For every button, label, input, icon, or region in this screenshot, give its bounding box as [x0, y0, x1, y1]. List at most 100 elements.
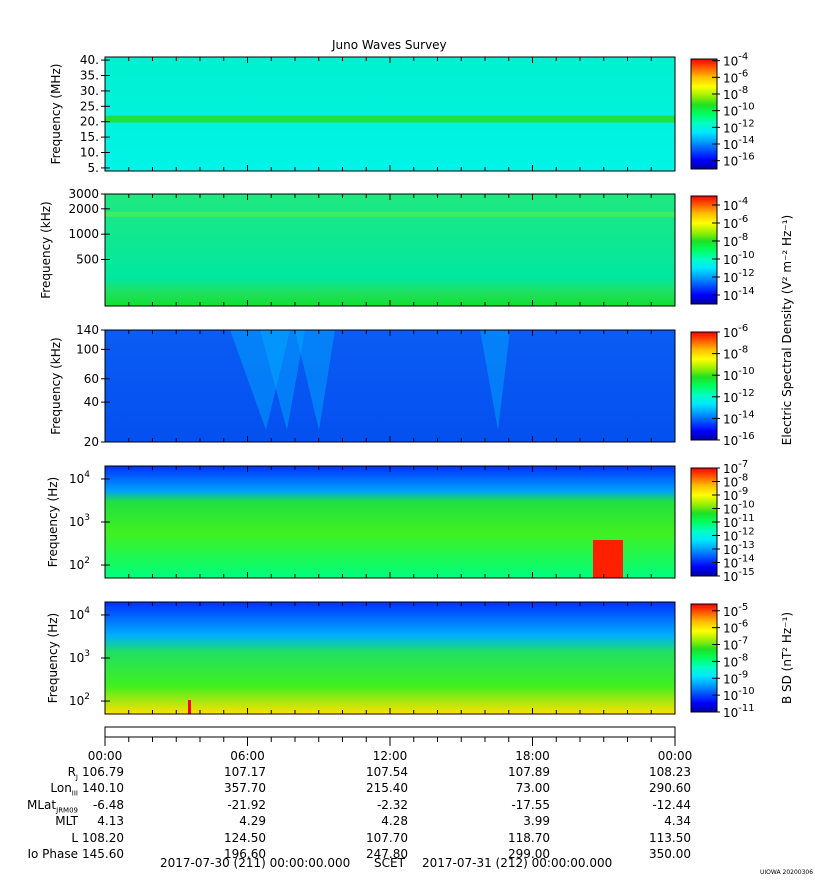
ephemeris-value: 357.70 [224, 781, 266, 796]
ephemeris-value: -6.48 [92, 797, 124, 812]
ephemeris-value: 73.00 [515, 781, 550, 796]
emission-feature [230, 330, 290, 430]
ephemeris-value: 350.00 [649, 847, 691, 861]
colorbar [690, 331, 718, 441]
ephemeris-label: MLatJRM09 [27, 797, 78, 815]
colorbar-tick-label: 10-14 [723, 135, 755, 152]
ephemeris-value: 145.60 [82, 847, 124, 861]
y-tick-label: 103 [69, 513, 90, 529]
y-tick-label: 140 [76, 323, 99, 337]
y-axis-label: Frequency (Hz) [46, 477, 60, 568]
colorbar-tick-label: 10-16 [723, 431, 755, 448]
emission-feature [188, 700, 191, 714]
spectrogram-band [105, 211, 675, 217]
colorbar [690, 467, 718, 577]
colorbar [690, 603, 718, 713]
ephemeris-value: 215.40 [366, 781, 408, 796]
y-tick-label: 40. [80, 53, 99, 67]
figure-title: Juno Waves Survey [332, 38, 447, 52]
time-axis [104, 726, 676, 746]
spectrogram-fill [105, 57, 675, 171]
time-tick-label: 06:00 [230, 749, 265, 763]
panel-e-low [101, 465, 720, 579]
colorbar [690, 195, 718, 305]
colorbar-tick-label: 10-10 [723, 102, 755, 119]
ephemeris-label-subscript: J [75, 773, 78, 782]
spectrogram-fill [105, 330, 675, 442]
y-tick-label: 30. [80, 84, 99, 98]
ephemeris-value: 4.34 [664, 814, 691, 829]
y-tick-label: 10. [80, 146, 99, 160]
footer-scet-label: SCET [374, 856, 405, 870]
time-tick-label: 00:00 [657, 749, 693, 763]
y-axis-label: Frequency (Hz) [46, 613, 60, 704]
ephemeris-value: 107.17 [224, 765, 266, 779]
colorbar-tick-label: 10-14 [723, 286, 755, 303]
y-tick-label: 103 [69, 649, 90, 665]
spectrogram-fill [105, 466, 675, 578]
colorbar-tick-label: 10-12 [723, 118, 755, 135]
colorbar-tick-label: 10-8 [723, 652, 748, 669]
ephemeris-value: 108.20 [82, 830, 124, 845]
ephemeris-value: 106.79 [82, 765, 124, 779]
y-tick-label: 20. [80, 115, 99, 129]
y-tick-label: 100 [76, 342, 99, 356]
y-tick-label: 3000 [68, 187, 99, 201]
colorbar-tick-label: 10-16 [723, 152, 755, 169]
ephemeris-value: 107.89 [508, 765, 550, 779]
ephemeris-value: 4.13 [97, 814, 124, 829]
ephemeris-label: RJ [67, 765, 78, 782]
y-tick-label: 5. [88, 161, 99, 175]
time-tick-label: 00:00 [87, 749, 123, 763]
colorbar-tick-label: 10-8 [723, 85, 748, 102]
ephemeris-value: 4.28 [381, 814, 408, 829]
y-tick-label: 2000 [68, 202, 99, 216]
colorbar-tick-label: 10-14 [723, 409, 755, 426]
y-tick-label: 104 [69, 470, 90, 486]
colorbar [690, 58, 718, 170]
colorbar-tick-label: 10-5 [723, 602, 748, 619]
y-tick-label: 25. [80, 99, 99, 113]
ephemeris-value: 113.50 [649, 830, 691, 845]
ephemeris-value: 4.29 [239, 814, 266, 829]
ephemeris-label: L [71, 830, 78, 845]
ephemeris-value: 118.70 [508, 830, 550, 845]
colorbar-tick-label: 10-4 [723, 52, 748, 69]
panel-lfr [101, 329, 720, 443]
colorbar-tick-label: 10-7 [723, 636, 748, 653]
colorbar-tick-label: 10-6 [723, 619, 748, 636]
panel-b-low [101, 601, 720, 715]
y-tick-label: 35. [80, 68, 99, 82]
ephemeris-value: 247.80 [366, 847, 408, 861]
spectrogram-band [105, 115, 675, 123]
y-tick-label: 40 [84, 395, 99, 409]
y-tick-label: 1000 [68, 227, 99, 241]
y-tick-label: 102 [69, 556, 90, 572]
y-tick-label: 20 [84, 435, 99, 449]
colorbar-tick-label: 10-6 [723, 214, 748, 231]
emission-feature [480, 330, 510, 430]
ephemeris-value: 3.99 [523, 814, 550, 829]
colorbar-tick-label: 10-6 [723, 323, 748, 340]
colorbar-tick-label: 10-10 [723, 250, 755, 267]
y-axis-label: Frequency (kHz) [39, 201, 53, 298]
emission-feature [593, 540, 623, 578]
colorbar-tick-label: 10-9 [723, 669, 748, 686]
ephemeris-value: -2.32 [376, 797, 408, 812]
ephemeris-label: Io Phase [27, 847, 78, 861]
y-tick-label: 104 [69, 606, 90, 622]
footer-end-time: 2017-07-31 (212) 00:00:00.000 [422, 856, 613, 870]
ephemeris-value: 196.60 [224, 847, 266, 861]
y-tick-label: 15. [80, 130, 99, 144]
colorbar-tick-label: 10-12 [723, 268, 755, 285]
colorbar-tick-label: 10-8 [723, 345, 748, 362]
y-tick-label: 60 [84, 372, 99, 386]
colorbar-tick-label: 10-15 [723, 567, 755, 584]
colorbar-tick-label: 10-12 [723, 388, 755, 405]
emission-feature [295, 330, 335, 430]
footer-start-time: 2017-07-30 (211) 00:00:00.000 [160, 856, 351, 870]
colorbar-title: B SD (nT² Hz⁻¹) [780, 612, 794, 704]
ephemeris-value: -12.44 [652, 797, 691, 812]
